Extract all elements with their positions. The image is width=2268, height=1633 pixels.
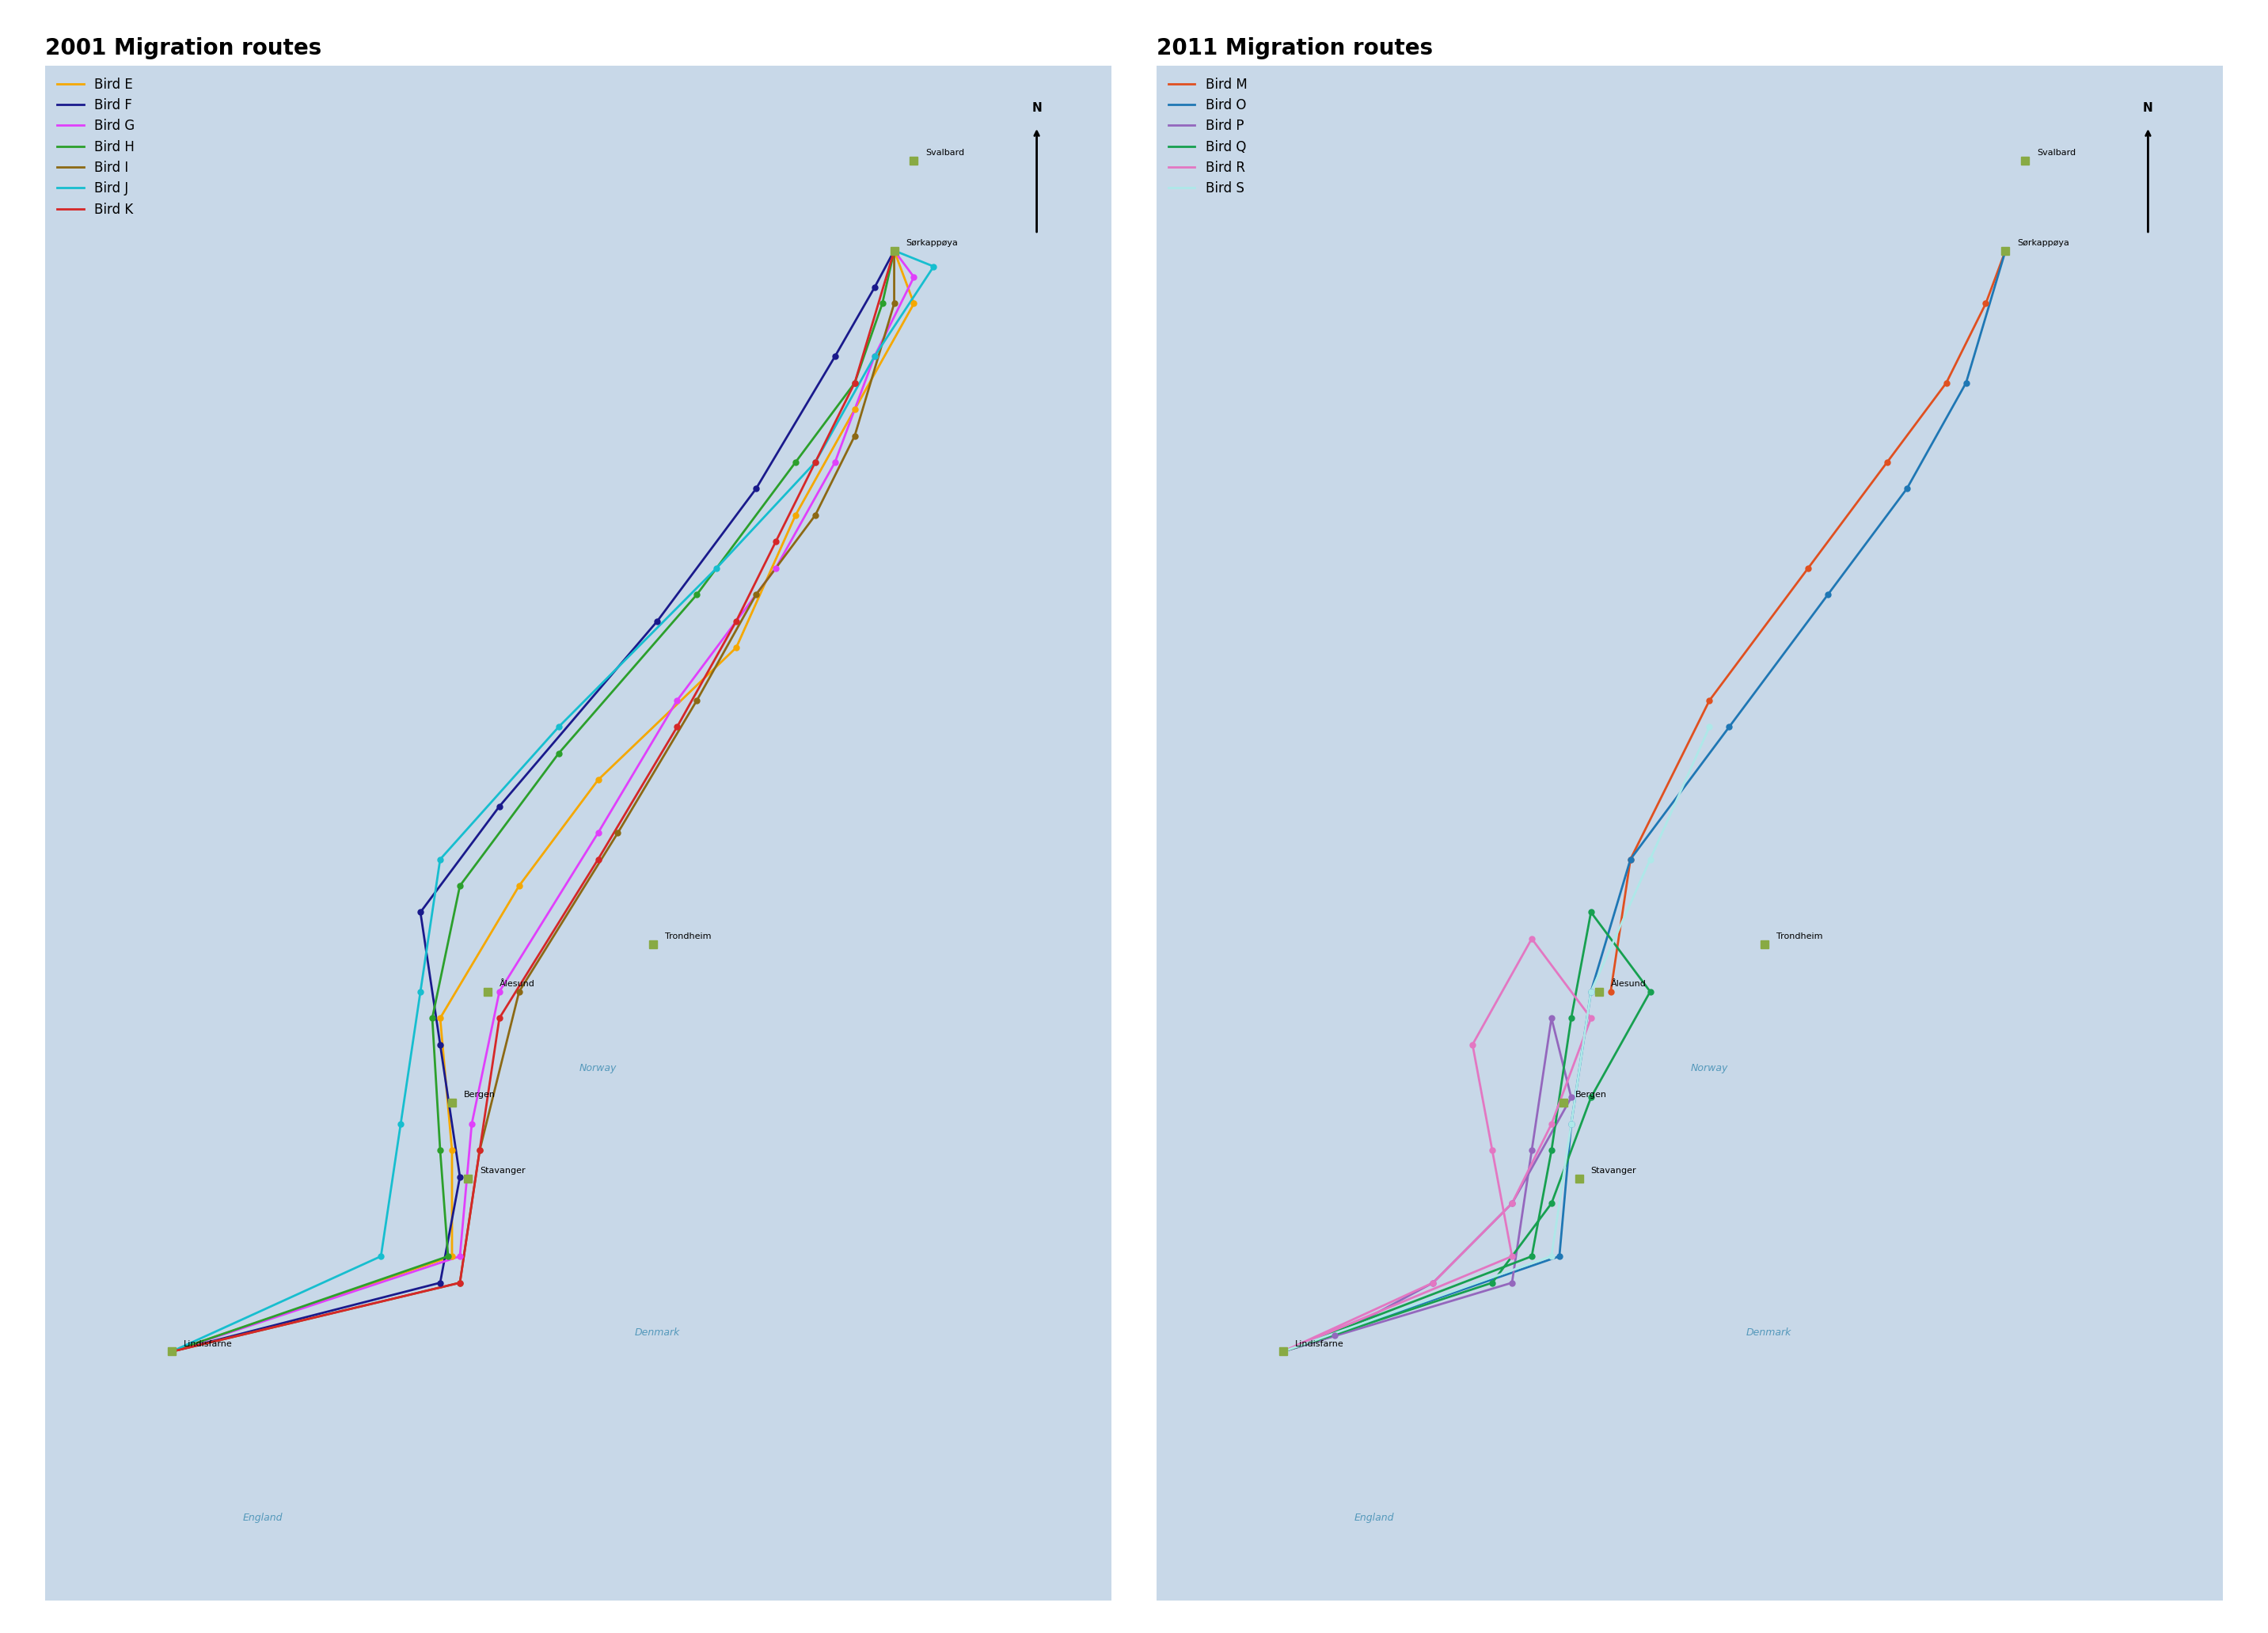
Text: Norway: Norway — [578, 1063, 617, 1073]
Text: Bergen: Bergen — [465, 1091, 494, 1099]
Text: Sørkappøya: Sørkappøya — [905, 238, 957, 247]
Text: 2011 Migration routes: 2011 Migration routes — [1157, 38, 1433, 59]
Text: Norway: Norway — [1690, 1063, 1728, 1073]
Text: Trondheim: Trondheim — [1776, 932, 1823, 941]
Text: Bergen: Bergen — [1576, 1091, 1606, 1099]
Text: England: England — [243, 1514, 284, 1524]
Text: England: England — [1354, 1514, 1395, 1524]
Text: 2001 Migration routes: 2001 Migration routes — [45, 38, 322, 59]
Text: Svalbard: Svalbard — [2037, 149, 2075, 157]
Text: Svalbard: Svalbard — [925, 149, 964, 157]
Legend: Bird M, Bird O, Bird P, Bird Q, Bird R, Bird S: Bird M, Bird O, Bird P, Bird Q, Bird R, … — [1163, 72, 1252, 201]
Text: Lindisfarne: Lindisfarne — [184, 1341, 231, 1347]
Legend: Bird E, Bird F, Bird G, Bird H, Bird I, Bird J, Bird K: Bird E, Bird F, Bird G, Bird H, Bird I, … — [52, 72, 141, 222]
Text: Sørkappøya: Sørkappøya — [2016, 238, 2068, 247]
Text: Denmark: Denmark — [635, 1328, 680, 1337]
Text: Denmark: Denmark — [1746, 1328, 1792, 1337]
Text: Stavanger: Stavanger — [1590, 1168, 1637, 1174]
Text: Lindisfarne: Lindisfarne — [1295, 1341, 1343, 1347]
Text: Trondheim: Trondheim — [665, 932, 712, 941]
Text: N: N — [1032, 101, 1041, 114]
Text: N: N — [2143, 101, 2152, 114]
Text: Ålesund: Ålesund — [499, 980, 535, 988]
Text: Ålesund: Ålesund — [1610, 980, 1647, 988]
Text: Stavanger: Stavanger — [479, 1168, 526, 1174]
